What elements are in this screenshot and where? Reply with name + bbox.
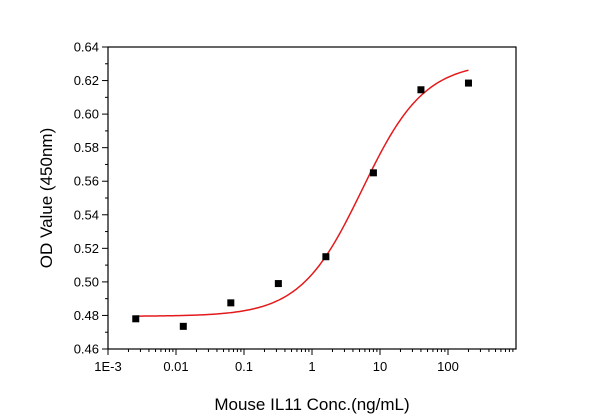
x-tick-label: 100	[437, 359, 459, 374]
y-tick-label: 0.50	[74, 274, 99, 289]
axes	[107, 46, 517, 350]
data-point	[417, 86, 425, 94]
plot-frame	[107, 46, 517, 350]
x-tick-label: 1E-3	[94, 359, 121, 374]
y-axis-ticks: 0.46 0.48 0.50 0.52 0.54 0.56 0.58 0.60 0.62 0.64	[74, 40, 108, 357]
data-point	[464, 79, 472, 87]
y-tick-label: 0.62	[74, 73, 99, 88]
y-tick-label: 0.46	[74, 342, 99, 357]
data-points	[132, 79, 472, 330]
fit-curve	[135, 69, 469, 317]
data-point	[227, 299, 235, 307]
data-point	[179, 322, 187, 330]
x-axis-title: Mouse IL11 Conc.(ng/mL)	[214, 395, 409, 414]
y-tick-label: 0.52	[74, 241, 99, 256]
x-tick-label: 0.01	[163, 359, 188, 374]
y-axis-title: OD Value (450nm)	[37, 128, 56, 268]
y-tick-label: 0.60	[74, 107, 99, 122]
x-tick-label: 1	[308, 359, 315, 374]
data-point	[132, 315, 140, 323]
y-tick-label: 0.48	[74, 308, 99, 323]
data-point	[369, 169, 377, 177]
y-tick-label: 0.58	[74, 140, 99, 155]
y-tick-label: 0.56	[74, 174, 99, 189]
x-axis-ticks: 1E-3 0.01 0.1 1 10 100	[94, 349, 514, 374]
x-tick-label: 0.1	[235, 359, 253, 374]
x-tick-label: 10	[373, 359, 387, 374]
data-point	[274, 280, 282, 288]
y-tick-label: 0.64	[74, 40, 99, 55]
fit-layer	[135, 69, 469, 317]
y-tick-label: 0.54	[74, 207, 99, 222]
data-point	[322, 253, 330, 261]
